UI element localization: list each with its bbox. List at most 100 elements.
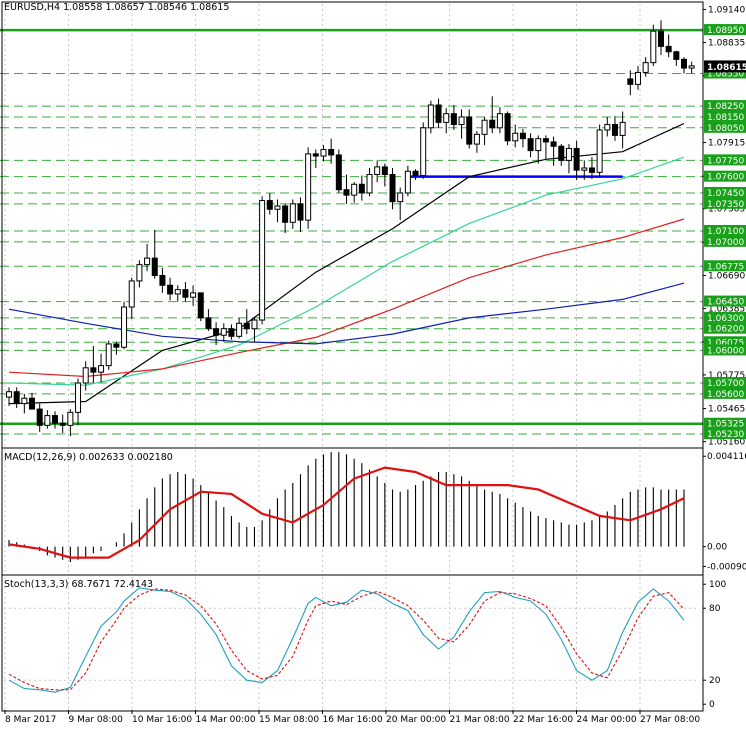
price-axis-label: 1.05465 bbox=[708, 405, 745, 415]
candle-bull bbox=[320, 149, 327, 157]
candle-bear bbox=[328, 149, 335, 156]
candle-bull bbox=[190, 292, 197, 298]
candle-bear bbox=[657, 30, 664, 47]
time-axis-label: 20 Mar 00:00 bbox=[386, 715, 446, 725]
level-price-tag-text: 1.05600 bbox=[707, 390, 744, 400]
candle-bear bbox=[673, 51, 680, 60]
stoch-label: Stoch(13,3,3) 68.7671 72.4143 bbox=[4, 579, 154, 590]
time-axis-label: 22 Mar 16:00 bbox=[513, 715, 573, 725]
level-price-tag-text: 1.08950 bbox=[707, 26, 744, 36]
candle-bear bbox=[389, 174, 396, 203]
price-axis-label: 1.07305 bbox=[708, 205, 745, 215]
candle-bull bbox=[121, 306, 128, 348]
stoch-frame bbox=[1, 574, 704, 712]
level-price-tag bbox=[704, 344, 746, 356]
level-price-tag-text: 1.07350 bbox=[707, 200, 744, 210]
candle-bear bbox=[213, 328, 220, 336]
candle-bear bbox=[52, 415, 59, 424]
candle-bear bbox=[381, 166, 388, 176]
symbol-header: EURUSD,H4 1.08558 1.08657 1.08546 1.0861… bbox=[4, 2, 229, 13]
macd-axis-label: 0.00 bbox=[707, 543, 727, 553]
level-price-tag-text: 1.07750 bbox=[707, 156, 744, 166]
candle-bear bbox=[151, 257, 158, 276]
candle-bull bbox=[67, 411, 74, 426]
candle-bull bbox=[397, 192, 404, 203]
macd-label: MACD(12,26,9) 0.002633 0.002180 bbox=[4, 452, 173, 463]
candle-bull bbox=[650, 30, 657, 64]
stoch-signal-line bbox=[8, 588, 685, 691]
time-axis-label: 21 Mar 08:00 bbox=[450, 715, 510, 725]
candle-bull bbox=[305, 153, 312, 221]
candle-bear bbox=[588, 167, 595, 173]
candle-bull bbox=[535, 138, 542, 152]
candle-bear bbox=[542, 138, 549, 143]
candle-bull bbox=[236, 322, 243, 337]
candle-bull bbox=[75, 382, 82, 413]
candle-bull bbox=[458, 116, 465, 126]
candle-bull bbox=[44, 415, 51, 426]
candle-bear bbox=[681, 58, 687, 69]
candle-bull bbox=[144, 257, 151, 266]
macd-frame bbox=[1, 447, 704, 576]
price-axis-label: 1.06385 bbox=[708, 305, 745, 315]
candle-bear bbox=[36, 408, 43, 426]
level-price-tag bbox=[704, 311, 746, 323]
candle-bull bbox=[82, 367, 89, 384]
level-price-tag bbox=[704, 322, 746, 334]
time-axis-label: 24 Mar 00:00 bbox=[577, 715, 637, 725]
candle-bull bbox=[251, 319, 258, 330]
candle-bear bbox=[59, 422, 66, 426]
level-price-tag-text: 1.06000 bbox=[707, 346, 744, 356]
level-price-tag-text: 1.06200 bbox=[707, 325, 744, 335]
level-price-tag-text: 1.05700 bbox=[707, 379, 744, 389]
candle-bull bbox=[128, 280, 135, 308]
time-axis-label: 9 Mar 08:00 bbox=[69, 715, 124, 725]
candle-bull bbox=[688, 65, 695, 69]
candle-bear bbox=[627, 78, 634, 85]
candle-bear bbox=[182, 289, 189, 298]
current-price-tag bbox=[704, 60, 746, 73]
level-price-tag-text: 1.08550 bbox=[707, 70, 744, 80]
level-price-tag-text: 1.08050 bbox=[707, 124, 744, 134]
candle-bull bbox=[220, 328, 227, 336]
candle-bull bbox=[98, 365, 105, 373]
level-price-tag bbox=[704, 224, 746, 236]
candle-bear bbox=[282, 205, 289, 223]
price-axis-label: 1.08835 bbox=[708, 39, 745, 49]
candle-bull bbox=[274, 205, 281, 210]
candle-bear bbox=[412, 170, 419, 177]
candle-bull bbox=[105, 343, 112, 367]
candle-bear bbox=[504, 113, 511, 142]
candle-bear bbox=[489, 119, 496, 129]
candle-bear bbox=[13, 391, 20, 405]
candle-bear bbox=[228, 328, 235, 337]
level-price-tag bbox=[704, 100, 746, 112]
candle-bear bbox=[573, 147, 580, 171]
price-axis-label: 1.06690 bbox=[708, 271, 745, 281]
close-value: 1.08615 bbox=[190, 2, 230, 13]
candle-bull bbox=[136, 264, 143, 282]
stoch-axis-label: 0 bbox=[709, 700, 715, 710]
time-axis-label: 16 Mar 16:00 bbox=[323, 715, 383, 725]
candle-bull bbox=[6, 391, 12, 398]
level-price-tag-text: 1.08150 bbox=[707, 113, 744, 123]
level-price-tag bbox=[704, 197, 746, 209]
candle-bull bbox=[366, 174, 373, 194]
level-price-tag bbox=[704, 295, 746, 307]
level-price-tag bbox=[704, 377, 746, 389]
level-price-tag-text: 1.06450 bbox=[707, 298, 744, 308]
candle-bear bbox=[243, 322, 250, 330]
level-price-tag bbox=[704, 121, 746, 133]
candle-bear bbox=[527, 138, 534, 152]
candle-bear bbox=[29, 397, 36, 410]
candle-bull bbox=[565, 147, 572, 161]
time-axis: 8 Mar 2017 9 Mar 08:00 10 Mar 16:00 14 Mar … bbox=[4, 710, 700, 725]
candle-bear bbox=[297, 203, 304, 221]
candle-bull bbox=[634, 71, 641, 85]
moving-average-line bbox=[8, 156, 685, 386]
candle-bear bbox=[197, 292, 204, 319]
price-axis-label: 1.09140 bbox=[708, 5, 745, 15]
low-value: 1.08546 bbox=[147, 2, 188, 13]
candle-bear bbox=[519, 132, 526, 140]
